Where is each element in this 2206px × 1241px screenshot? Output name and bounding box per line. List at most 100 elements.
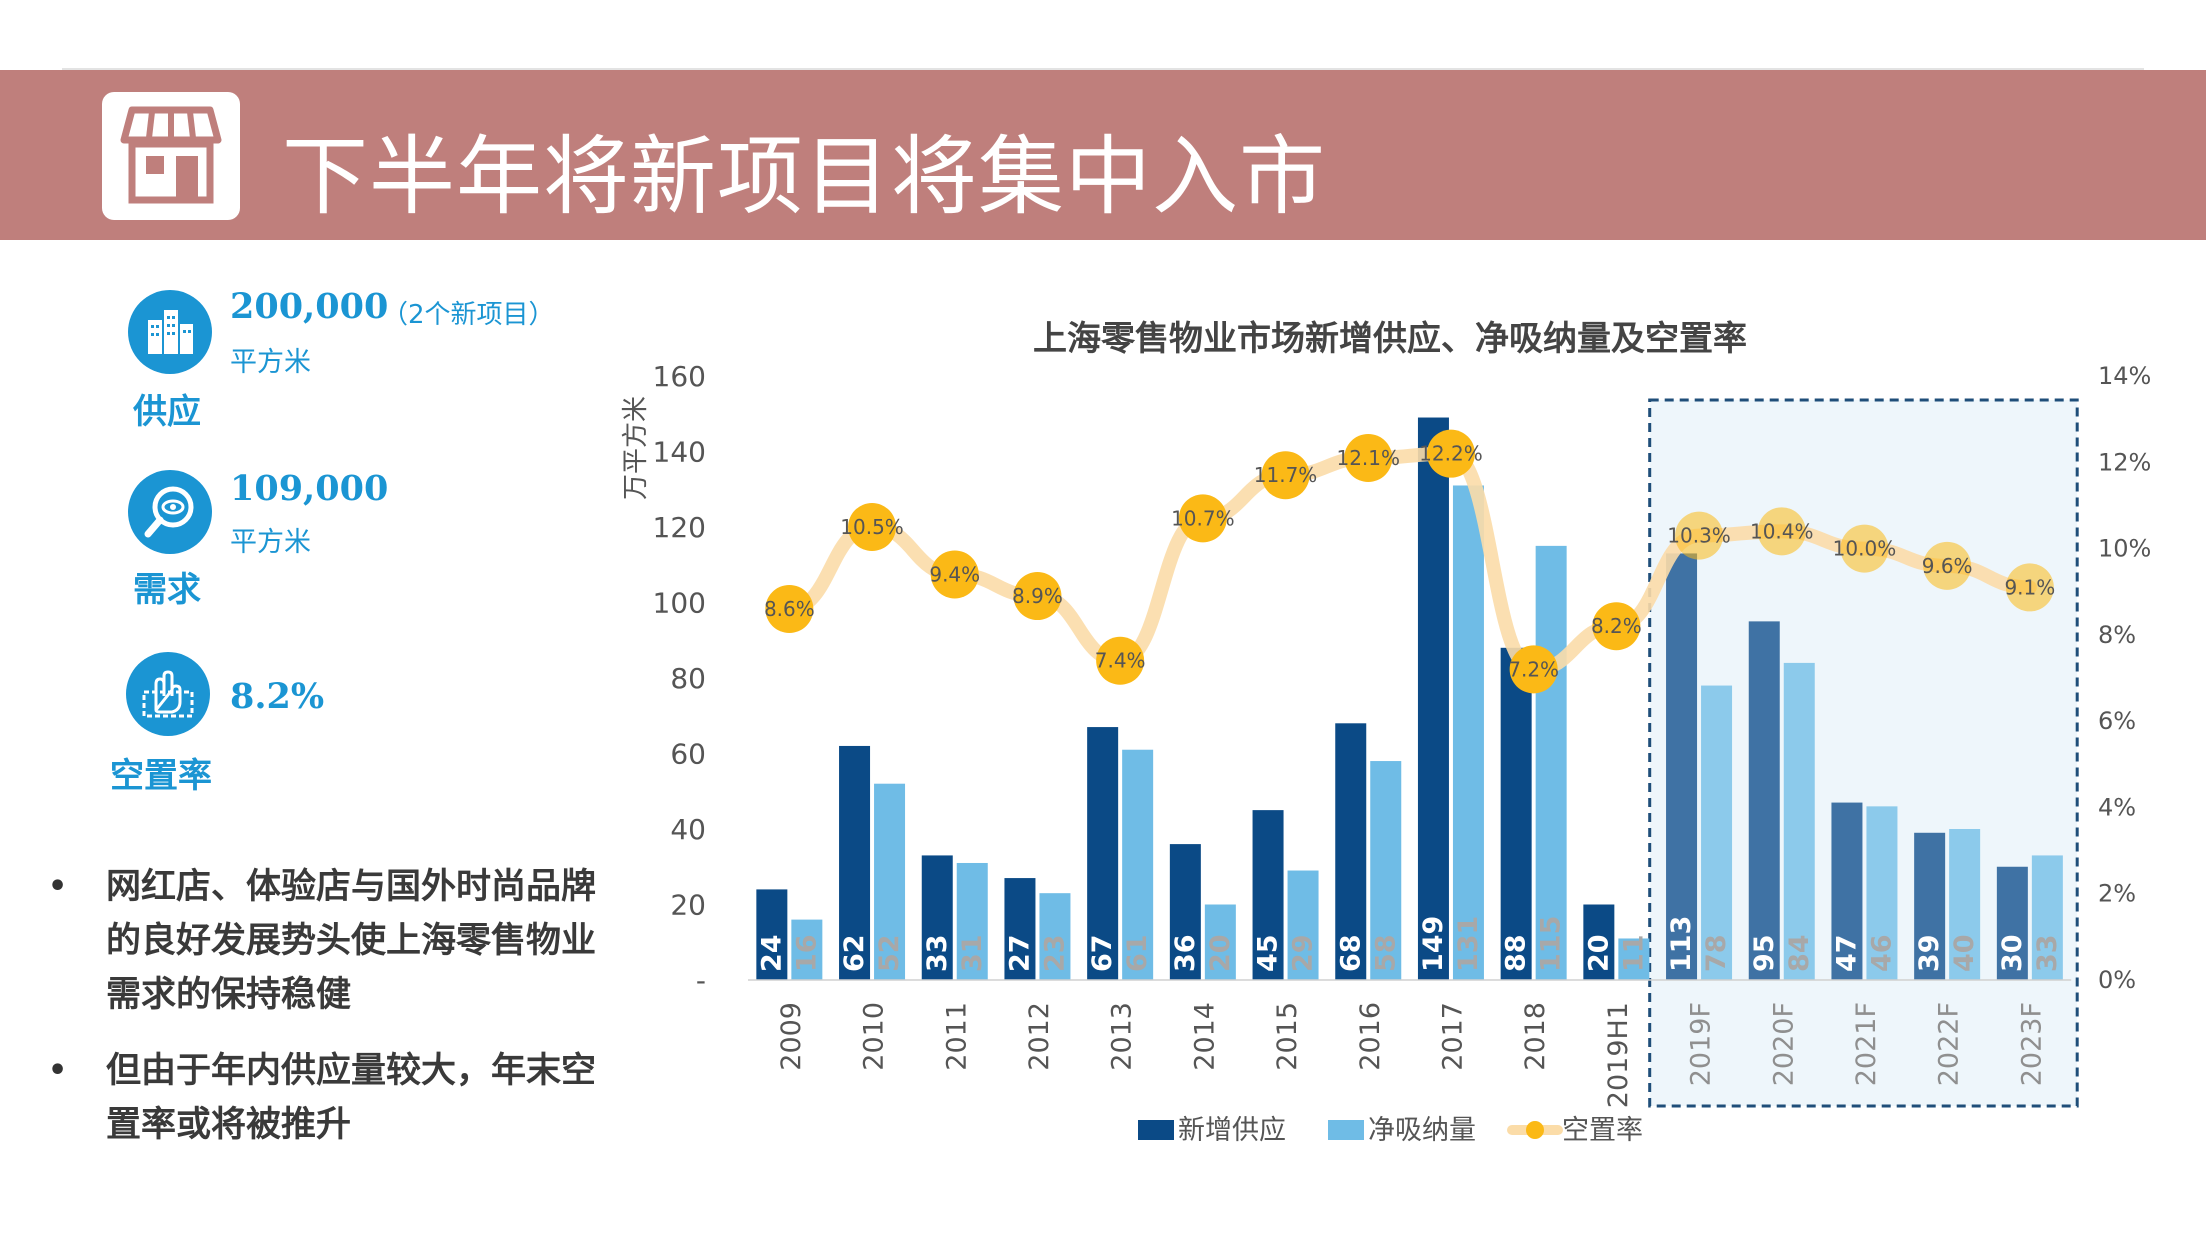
y-tick-label: 80 xyxy=(670,662,706,695)
bar-new-supply xyxy=(1831,802,1863,980)
vacancy-rate-label: 7.2% xyxy=(1508,657,1559,681)
absorption-value-label: 16 xyxy=(791,934,822,972)
bar-new-supply xyxy=(1004,878,1036,980)
x-tick-label: 2014 xyxy=(1189,1002,1220,1071)
x-tick-label: 2023F xyxy=(2016,1002,2047,1086)
bar-net-absorption xyxy=(1122,749,1154,980)
buildings-icon xyxy=(128,290,212,374)
bar-new-supply xyxy=(921,855,953,980)
supply-value-label: 68 xyxy=(1335,934,1366,972)
magnifier-eye-icon xyxy=(128,470,212,554)
legend-swatch-vacancy-marker xyxy=(1526,1121,1544,1139)
y-axis-label: 万平方米 xyxy=(621,396,651,500)
x-tick-label: 2019F xyxy=(1686,1002,1717,1086)
vacancy-rate-point xyxy=(1923,541,1972,590)
absorption-value-label: 46 xyxy=(1866,934,1897,972)
bar-net-absorption xyxy=(956,862,988,980)
bar-net-absorption xyxy=(1204,904,1236,980)
vacancy-value: 8.2% xyxy=(230,676,325,717)
supply-unit: 平方米 xyxy=(230,347,311,378)
legend-label-net-absorption: 净吸纳量 xyxy=(1368,1115,1476,1146)
absorption-value-label: 20 xyxy=(1205,934,1236,972)
supply-value-label: 62 xyxy=(839,934,870,972)
bar-new-supply xyxy=(1335,723,1367,980)
supply-value-label: 95 xyxy=(1749,934,1780,972)
x-tick-label: 2021F xyxy=(1851,1002,1882,1086)
supply-value-label: 24 xyxy=(756,934,787,972)
bar-net-absorption xyxy=(1618,938,1650,980)
bar-net-absorption xyxy=(2031,855,2063,980)
bullet-list: • 网红店、体验店与国外时尚品牌的良好发展势头使上海零售物业需求的保持稳健 • … xyxy=(44,860,604,1174)
bar-net-absorption xyxy=(1535,545,1567,980)
supply-value-label: 27 xyxy=(1004,934,1035,972)
absorption-value-label: 115 xyxy=(1536,916,1567,972)
x-tick-label: 2019H1 xyxy=(1603,1002,1634,1108)
bar-net-absorption xyxy=(1949,829,1981,980)
y-tick-label: 60 xyxy=(670,738,706,771)
vacancy-rate-point xyxy=(1757,507,1806,556)
y2-tick-label: 12% xyxy=(2098,448,2151,476)
vacancy-rate-label: 9.4% xyxy=(929,562,980,586)
bar-new-supply xyxy=(1169,844,1201,980)
absorption-value-label: 78 xyxy=(1701,934,1732,972)
supply-value-label: 47 xyxy=(1831,934,1862,972)
absorption-value-label: 29 xyxy=(1288,934,1319,972)
bar-new-supply xyxy=(839,745,871,980)
vacancy-rate-label: 10.0% xyxy=(1833,537,1897,561)
vacancy-rate-point xyxy=(1509,645,1558,694)
y-tick-label: - xyxy=(696,964,706,997)
x-tick-label: 2022F xyxy=(1934,1002,1965,1086)
supply-value: 200,000 xyxy=(230,286,389,327)
supply-value-label: 149 xyxy=(1418,916,1449,972)
absorption-value-label: 33 xyxy=(2032,934,2063,972)
supply-value-label: 20 xyxy=(1583,934,1614,972)
bullet-dot: • xyxy=(48,1053,68,1088)
bar-new-supply xyxy=(1252,810,1284,980)
demand-unit: 平方米 xyxy=(230,527,311,558)
supply-value-label: 39 xyxy=(1914,934,1945,972)
vacancy-rate-point xyxy=(1178,494,1227,543)
bar-net-absorption xyxy=(1287,870,1319,980)
vacancy-rate-label: 7.4% xyxy=(1095,649,1146,673)
vacancy-rate-label: 12.1% xyxy=(1336,446,1400,470)
x-tick-label: 2020F xyxy=(1768,1002,1799,1086)
supply-value-label: 33 xyxy=(922,934,953,972)
vacancy-rate-label: 9.6% xyxy=(1922,554,1973,578)
vacancy-rate-point xyxy=(765,584,814,633)
bar-net-absorption xyxy=(1039,893,1071,980)
bullet-text: 网红店、体验店与国外时尚品牌的良好发展势头使上海零售物业需求的保持稳健 xyxy=(106,867,597,1015)
y2-tick-label: 6% xyxy=(2098,707,2136,735)
legend-label-vacancy: 空置率 xyxy=(1562,1115,1643,1146)
bar-net-absorption xyxy=(791,919,823,980)
legend-swatch-new-supply xyxy=(1138,1120,1174,1140)
vacancy-rate-label: 12.2% xyxy=(1419,442,1483,466)
bar-new-supply xyxy=(1500,647,1532,980)
x-tick-label: 2010 xyxy=(859,1002,890,1071)
vacancy-rate-point xyxy=(1592,602,1641,651)
y2-tick-label: 4% xyxy=(2098,793,2136,821)
vacancy-rate-point xyxy=(1675,511,1724,560)
vacancy-rate-point xyxy=(1840,524,1889,573)
x-tick-label: 2015 xyxy=(1272,1002,1303,1071)
vacancy-rate-label: 11.7% xyxy=(1254,463,1318,487)
vacancy-rate-label: 8.2% xyxy=(1591,614,1642,638)
vacancy-rate-label: 8.9% xyxy=(1012,584,1063,608)
x-tick-label: 2016 xyxy=(1355,1002,1386,1071)
y2-tick-label: 14% xyxy=(2098,362,2151,390)
absorption-value-label: 52 xyxy=(874,934,905,972)
supply-absorption-vacancy-chart: 8.6% 10.5% 9.4% 8.9% 7.4% 10.7% 11.7% 12.1% 12.2… xyxy=(621,319,2151,1146)
y-tick-label: 20 xyxy=(670,889,706,922)
bar-net-absorption xyxy=(874,783,906,980)
vacancy-rate-point xyxy=(1261,451,1310,500)
bar-new-supply xyxy=(756,889,788,980)
bar-net-absorption xyxy=(1370,761,1402,980)
vacancy-rate-point xyxy=(848,503,897,551)
bar-new-supply xyxy=(1417,417,1449,980)
y2-tick-label: 8% xyxy=(2098,621,2136,649)
y-tick-label: 120 xyxy=(653,511,706,544)
supply-value-label: 45 xyxy=(1253,934,1284,972)
bar-new-supply xyxy=(1914,832,1946,980)
bar-net-absorption xyxy=(1866,806,1898,980)
y-tick-label: 100 xyxy=(653,587,706,620)
x-tick-label: 2011 xyxy=(941,1002,972,1071)
